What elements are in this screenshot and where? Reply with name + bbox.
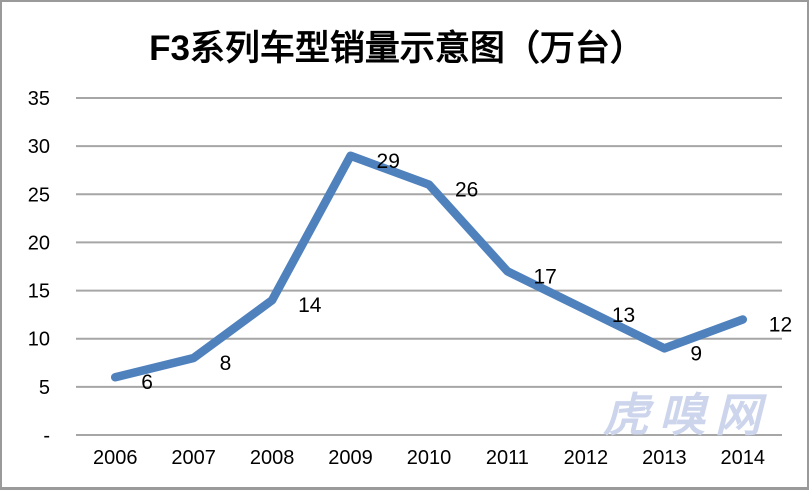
y-tick-label: 35 bbox=[28, 88, 50, 110]
y-tick-label: 5 bbox=[39, 377, 50, 399]
x-tick-label: 2012 bbox=[564, 447, 609, 469]
watermark: 虎嗅网 bbox=[603, 389, 771, 441]
data-label: 12 bbox=[769, 313, 792, 336]
y-tick-label: 10 bbox=[28, 329, 50, 351]
x-tick-label: 2011 bbox=[486, 447, 529, 469]
y-tick-label: - bbox=[43, 425, 50, 447]
data-label: 17 bbox=[533, 265, 556, 288]
y-tick-label: 30 bbox=[28, 136, 50, 158]
data-label: 29 bbox=[377, 150, 400, 173]
x-tick-label: 2010 bbox=[407, 447, 452, 469]
data-label: 6 bbox=[141, 371, 153, 394]
x-tick-label: 2008 bbox=[250, 447, 295, 469]
x-axis-tick-labels: 2006 2007 2008 2009 2010 2011 2012 2013 2014 bbox=[93, 447, 765, 469]
series-group bbox=[110, 151, 748, 382]
data-label: 26 bbox=[455, 179, 478, 202]
y-tick-label: 15 bbox=[28, 281, 50, 303]
x-tick-label: 2014 bbox=[721, 447, 766, 469]
data-labels-group: 6 8 14 29 26 17 13 9 12 bbox=[141, 150, 792, 394]
y-tick-label: 25 bbox=[28, 184, 50, 206]
x-tick-label: 2006 bbox=[93, 447, 138, 469]
sales-line bbox=[110, 151, 748, 382]
data-label: 8 bbox=[220, 352, 232, 375]
x-tick-label: 2013 bbox=[642, 447, 687, 469]
y-tick-label: 20 bbox=[28, 232, 50, 254]
x-tick-label: 2009 bbox=[328, 447, 373, 469]
chart-title: F3系列车型销量示意图（万台） bbox=[149, 29, 645, 68]
y-axis-tick-labels: - 5 10 15 20 25 30 35 bbox=[28, 88, 50, 447]
data-label: 14 bbox=[298, 294, 322, 317]
data-label: 13 bbox=[612, 304, 635, 327]
gridlines-group bbox=[76, 97, 782, 436]
x-tick-label: 2007 bbox=[171, 447, 216, 469]
data-label: 9 bbox=[690, 342, 702, 365]
